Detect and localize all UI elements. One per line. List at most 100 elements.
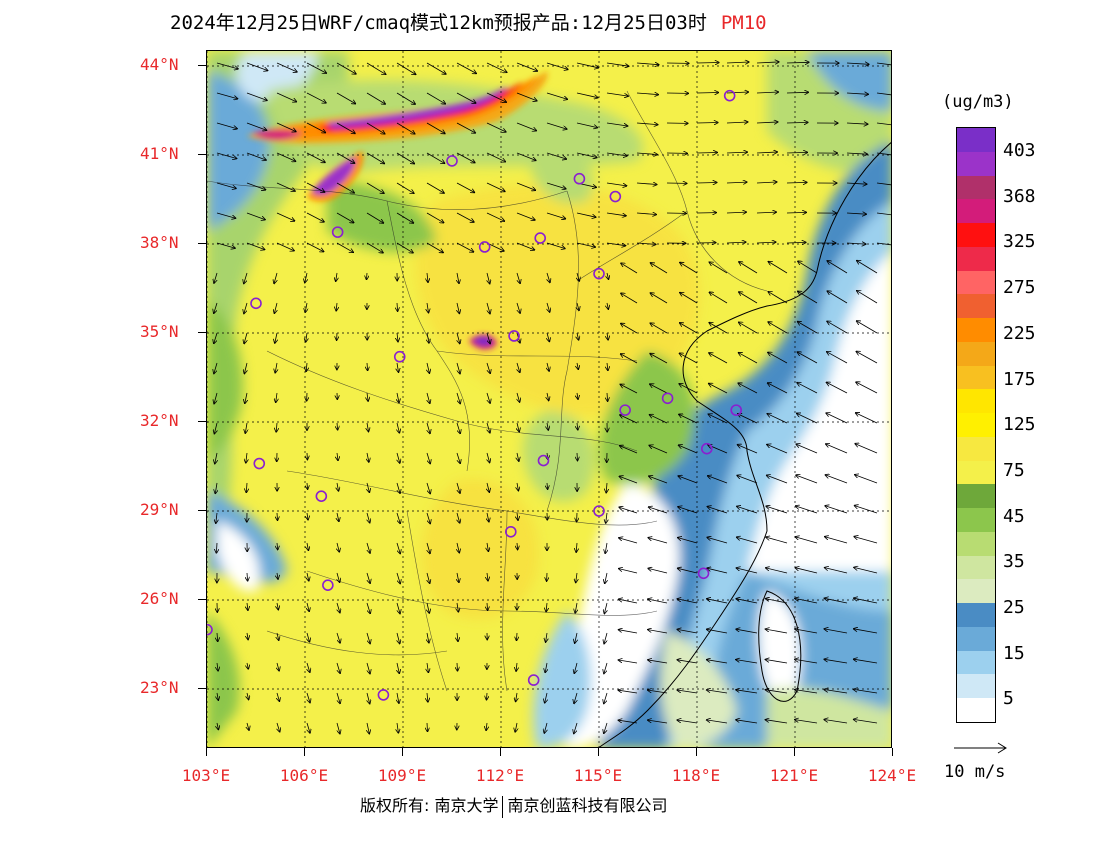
wind-arrow	[576, 572, 577, 583]
wind-arrow	[636, 183, 657, 185]
wind-arrow	[739, 292, 758, 304]
wind-arrow	[606, 212, 626, 216]
colorbar-label: 368	[1003, 185, 1036, 207]
wind-arrow	[621, 263, 638, 274]
wind-arrow	[214, 272, 217, 283]
title-text: 2024年12月25日WRF/cmaq模式12km预报产品:12月25日03时	[170, 12, 707, 34]
wind-arrow	[487, 452, 490, 463]
wind-arrow	[396, 572, 400, 584]
wind-arrow	[427, 692, 428, 702]
wind-arrow	[246, 212, 265, 220]
wind-arrow	[486, 722, 487, 730]
wind-arrow	[397, 422, 399, 433]
wind-arrow	[797, 383, 818, 394]
wind-arrow	[517, 542, 518, 550]
wind-arrow	[797, 352, 818, 364]
wind-arrow	[366, 242, 383, 253]
wind-arrow	[576, 92, 598, 98]
wind-arrow	[516, 182, 535, 190]
wind-arrow	[854, 659, 878, 664]
city-marker	[478, 241, 491, 253]
wind-arrow	[457, 482, 460, 493]
wind-arrow	[427, 332, 429, 343]
wind-arrow	[547, 482, 548, 489]
wind-arrow	[846, 183, 867, 184]
wind-arrow	[307, 482, 308, 489]
wind-arrow	[577, 392, 578, 399]
wind-arrow	[651, 263, 668, 274]
wind-arrow	[547, 332, 549, 342]
wind-arrow	[679, 414, 698, 424]
wind-arrow	[607, 302, 608, 309]
wind-arrow	[277, 602, 278, 610]
wind-arrow	[577, 302, 579, 310]
wind-arrow	[737, 476, 758, 484]
wind-arrow	[678, 538, 698, 544]
wind-arrow	[876, 92, 891, 96]
wind-arrow	[619, 569, 638, 574]
wind-arrow	[855, 475, 878, 484]
wind-arrow	[678, 476, 698, 484]
wind-arrow	[726, 92, 748, 93]
wind-arrow	[367, 272, 368, 279]
wind-arrow	[604, 632, 607, 644]
lat-tick	[198, 332, 206, 333]
lat-tick	[198, 243, 206, 244]
wind-arrow	[709, 262, 728, 274]
wind-arrow	[274, 302, 277, 313]
lat-label: 23°N	[140, 678, 179, 697]
wind-arrow	[766, 599, 788, 604]
wind-arrow	[577, 362, 578, 369]
wind-arrow	[606, 482, 607, 493]
wind-arrow	[486, 392, 490, 403]
wind-arrow	[277, 692, 279, 701]
wind-arrow	[456, 452, 460, 463]
wind-arrow	[708, 476, 728, 484]
colorbar-segment	[957, 603, 995, 627]
wind-arrow	[516, 62, 537, 71]
wind-arrow	[546, 632, 547, 642]
wind-arrow	[607, 392, 608, 401]
wind-arrow	[648, 690, 668, 694]
wind-arrow	[679, 445, 698, 454]
colorbar-segment	[957, 508, 995, 532]
wind-arrow	[726, 152, 747, 153]
wind-arrow	[736, 660, 758, 664]
wind-arrow	[214, 302, 218, 313]
wind-arrow	[707, 568, 728, 574]
wind-arrow	[427, 392, 430, 403]
wind-arrow	[577, 452, 578, 461]
wind-arrow	[277, 572, 278, 579]
wind-arrow	[619, 507, 638, 514]
wind-arrow	[636, 93, 658, 95]
wind-arrow	[786, 62, 809, 63]
wind-arrow	[276, 122, 296, 132]
wind-arrow	[397, 692, 399, 703]
wind-arrow	[217, 662, 218, 671]
wind-arrow	[795, 720, 818, 724]
wind-arrow	[826, 413, 848, 424]
wind-arrow	[486, 182, 505, 191]
wind-arrow	[396, 122, 415, 134]
colorbar-label: 25	[1003, 597, 1025, 618]
wind-arrow	[427, 602, 429, 613]
wind-arrow	[876, 212, 891, 216]
colorbar-segment	[957, 270, 995, 295]
colorbar-label: 5	[1003, 688, 1014, 710]
wind-arrow	[577, 422, 578, 430]
wind-arrow	[337, 512, 339, 521]
wind-arrow	[825, 475, 848, 484]
wind-arrow	[824, 659, 848, 664]
wind-arrow	[336, 692, 340, 703]
wind-arrow	[825, 568, 848, 574]
lon-label: 115°E	[573, 766, 623, 785]
copyright-separator	[502, 795, 504, 818]
wind-arrow	[456, 422, 460, 433]
wind-arrow	[274, 272, 277, 283]
wind-arrow	[457, 602, 458, 612]
wind-arrow	[605, 572, 607, 583]
wind-arrow	[648, 538, 668, 544]
lon-label: 103°E	[181, 766, 231, 785]
lat-label: 35°N	[140, 322, 179, 341]
wind-arrow	[487, 302, 490, 314]
